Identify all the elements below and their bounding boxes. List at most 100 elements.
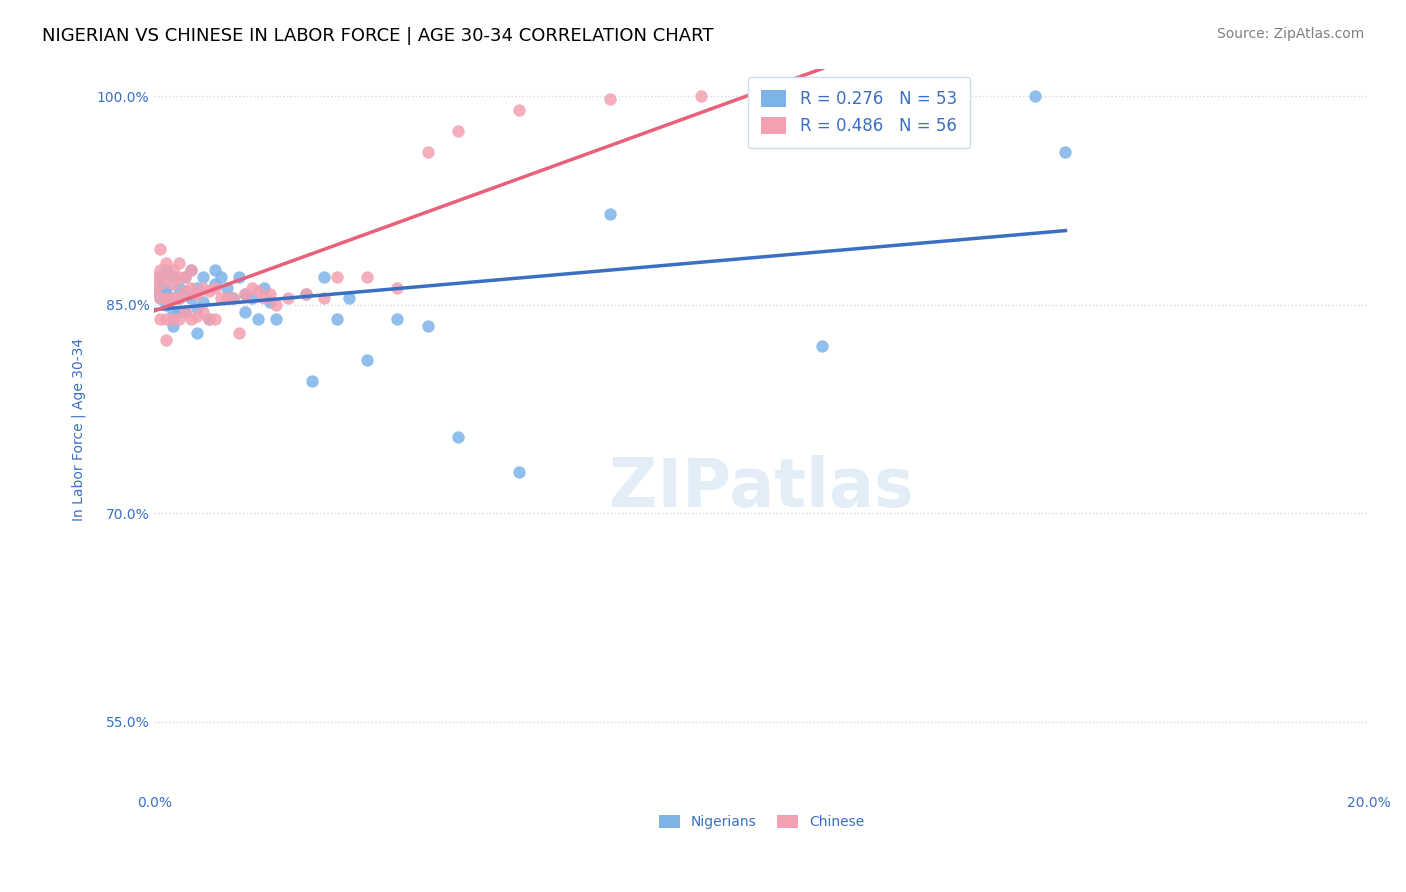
Point bbox=[246, 284, 269, 298]
Point bbox=[162, 291, 184, 305]
Point bbox=[162, 270, 184, 285]
Point bbox=[209, 291, 232, 305]
Text: ZIPatlas: ZIPatlas bbox=[609, 455, 914, 521]
Point bbox=[155, 298, 177, 312]
Point bbox=[155, 333, 177, 347]
Point bbox=[180, 281, 202, 295]
Point bbox=[155, 270, 177, 285]
Point bbox=[191, 270, 214, 285]
Point bbox=[222, 291, 245, 305]
Point bbox=[337, 291, 360, 305]
Point bbox=[180, 263, 202, 277]
Point bbox=[167, 291, 190, 305]
Point bbox=[173, 270, 195, 285]
Point bbox=[191, 295, 214, 310]
Point bbox=[1054, 145, 1077, 159]
Point bbox=[162, 304, 184, 318]
Point bbox=[277, 291, 299, 305]
Point bbox=[149, 277, 172, 291]
Point bbox=[314, 270, 336, 285]
Point bbox=[246, 311, 269, 326]
Point bbox=[173, 304, 195, 318]
Point bbox=[325, 270, 347, 285]
Point bbox=[198, 311, 221, 326]
Point bbox=[149, 277, 172, 291]
Point bbox=[295, 286, 318, 301]
Point bbox=[228, 326, 250, 340]
Point bbox=[155, 286, 177, 301]
Point bbox=[186, 286, 208, 301]
Point bbox=[173, 284, 195, 298]
Point bbox=[811, 339, 834, 353]
Point bbox=[222, 291, 245, 305]
Point bbox=[228, 270, 250, 285]
Point bbox=[155, 291, 177, 305]
Point bbox=[162, 318, 184, 333]
Point bbox=[447, 124, 470, 138]
Point bbox=[167, 304, 190, 318]
Point bbox=[167, 311, 190, 326]
Point bbox=[191, 304, 214, 318]
Point bbox=[149, 242, 172, 256]
Point bbox=[167, 256, 190, 270]
Point bbox=[155, 311, 177, 326]
Point bbox=[173, 270, 195, 285]
Point bbox=[204, 277, 226, 291]
Point bbox=[599, 207, 621, 221]
Point bbox=[173, 304, 195, 318]
Point bbox=[264, 311, 287, 326]
Point bbox=[301, 374, 323, 388]
Text: NIGERIAN VS CHINESE IN LABOR FORCE | AGE 30-34 CORRELATION CHART: NIGERIAN VS CHINESE IN LABOR FORCE | AGE… bbox=[42, 27, 714, 45]
Point bbox=[356, 270, 378, 285]
Point bbox=[180, 291, 202, 305]
Point bbox=[217, 291, 239, 305]
Point bbox=[235, 286, 257, 301]
Point bbox=[325, 311, 347, 326]
Point bbox=[143, 284, 166, 298]
Point bbox=[155, 281, 177, 295]
Point bbox=[191, 281, 214, 295]
Point bbox=[155, 256, 177, 270]
Point bbox=[508, 103, 530, 118]
Point bbox=[295, 286, 318, 301]
Point bbox=[240, 281, 263, 295]
Point bbox=[162, 277, 184, 291]
Point bbox=[167, 281, 190, 295]
Point bbox=[240, 291, 263, 305]
Point bbox=[204, 263, 226, 277]
Point bbox=[167, 291, 190, 305]
Point bbox=[1024, 89, 1046, 103]
Point bbox=[173, 284, 195, 298]
Point bbox=[143, 270, 166, 285]
Legend: Nigerians, Chinese: Nigerians, Chinese bbox=[654, 810, 870, 835]
Point bbox=[186, 301, 208, 315]
Point bbox=[149, 263, 172, 277]
Point bbox=[259, 286, 281, 301]
Point bbox=[259, 295, 281, 310]
Point bbox=[811, 92, 834, 106]
Point bbox=[209, 270, 232, 285]
Point bbox=[204, 311, 226, 326]
Point bbox=[149, 291, 172, 305]
Point bbox=[387, 281, 409, 295]
Point bbox=[253, 281, 276, 295]
Point bbox=[508, 465, 530, 479]
Point bbox=[690, 89, 713, 103]
Point bbox=[314, 291, 336, 305]
Point bbox=[198, 284, 221, 298]
Text: Source: ZipAtlas.com: Source: ZipAtlas.com bbox=[1216, 27, 1364, 41]
Point bbox=[599, 92, 621, 106]
Point bbox=[356, 353, 378, 368]
Point bbox=[149, 291, 172, 305]
Point bbox=[447, 430, 470, 444]
Point bbox=[162, 311, 184, 326]
Point bbox=[149, 311, 172, 326]
Point bbox=[235, 286, 257, 301]
Point bbox=[253, 291, 276, 305]
Point bbox=[162, 263, 184, 277]
Point bbox=[235, 304, 257, 318]
Point bbox=[180, 311, 202, 326]
Point bbox=[180, 263, 202, 277]
Point bbox=[149, 270, 172, 285]
Point bbox=[264, 298, 287, 312]
